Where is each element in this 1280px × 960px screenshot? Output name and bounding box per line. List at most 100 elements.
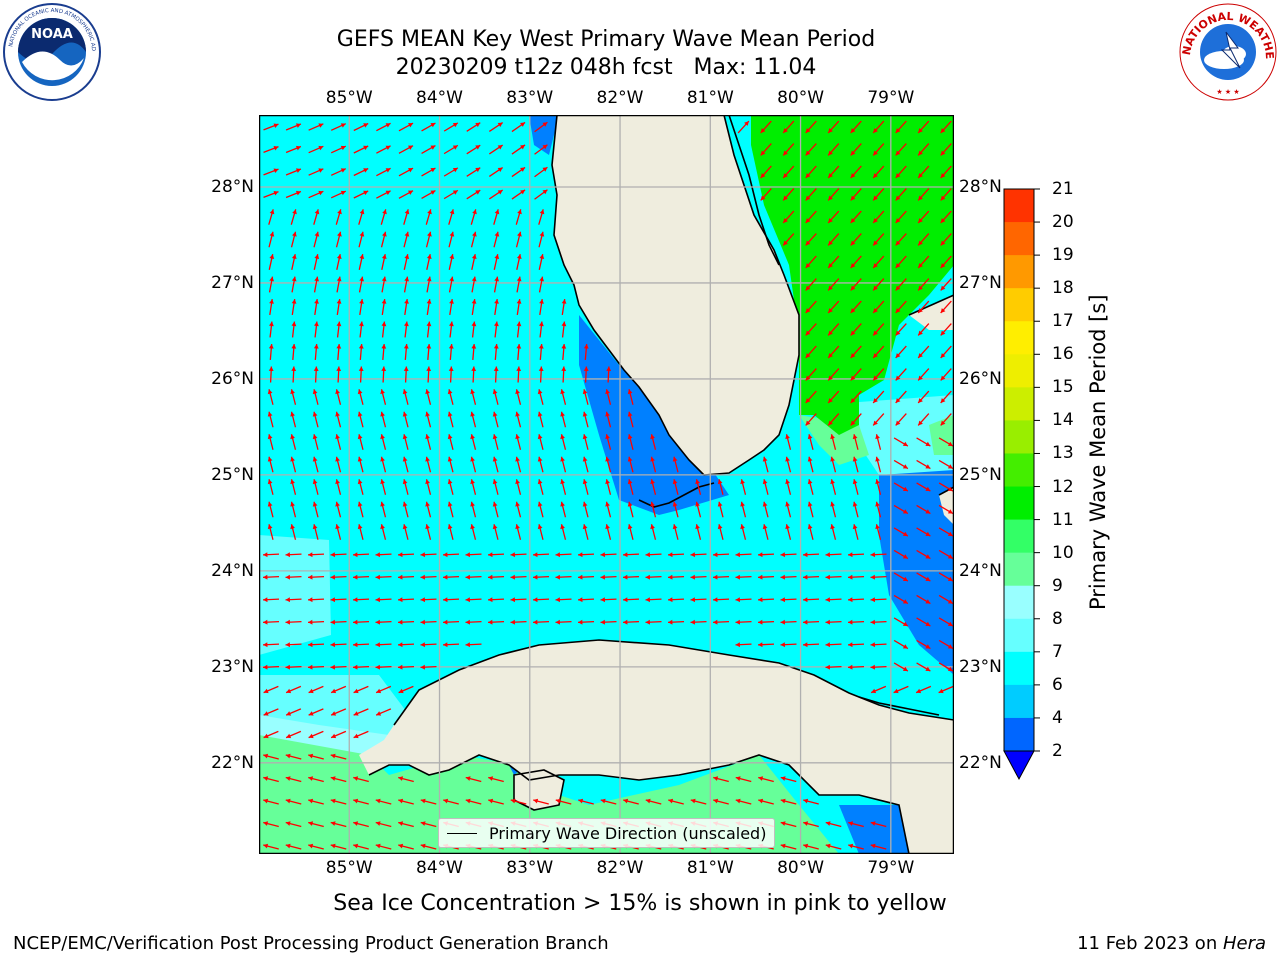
wave-direction-arrow bbox=[493, 366, 499, 383]
lat-tick-label-left: 28°N bbox=[211, 176, 254, 197]
wave-direction-arrow bbox=[938, 617, 954, 627]
wave-direction-arrow bbox=[757, 597, 775, 603]
wave-direction-arrow bbox=[893, 549, 909, 560]
colorbar-segment bbox=[1004, 486, 1034, 521]
colorbar-segment bbox=[1004, 453, 1034, 488]
wave-direction-arrow bbox=[938, 662, 954, 672]
wave-direction-arrow bbox=[560, 411, 567, 428]
wave-direction-arrow bbox=[872, 255, 885, 269]
wave-direction-arrow bbox=[465, 552, 482, 558]
wave-direction-arrow bbox=[645, 597, 662, 603]
wave-direction-arrow bbox=[510, 574, 527, 580]
colorbar-segment bbox=[1004, 552, 1034, 587]
wave-direction-arrow bbox=[872, 323, 885, 336]
colorbar-segment bbox=[1004, 420, 1034, 454]
wave-direction-arrow bbox=[938, 459, 954, 470]
wave-direction-arrow bbox=[895, 368, 907, 381]
wave-direction-arrow bbox=[312, 411, 319, 428]
wave-direction-arrow bbox=[380, 231, 387, 248]
wave-direction-arrow bbox=[560, 389, 567, 405]
wave-direction-arrow bbox=[532, 597, 550, 603]
wave-direction-arrow bbox=[872, 345, 885, 359]
wave-direction-arrow bbox=[488, 776, 504, 783]
wave-direction-arrow bbox=[872, 210, 885, 224]
wave-direction-arrow bbox=[380, 524, 387, 540]
wave-direction-arrow bbox=[487, 597, 505, 603]
wave-direction-arrow bbox=[916, 527, 931, 537]
wave-direction-arrow bbox=[938, 594, 954, 605]
wave-direction-arrow bbox=[313, 343, 319, 361]
wave-direction-arrow bbox=[359, 298, 364, 316]
wave-direction-arrow bbox=[555, 597, 572, 603]
wave-direction-arrow bbox=[352, 664, 370, 670]
wave-direction-arrow bbox=[740, 479, 747, 495]
wave-direction-arrow bbox=[803, 843, 819, 850]
lat-tick-label-right: 26°N bbox=[959, 368, 1002, 389]
lat-tick-label-right: 28°N bbox=[959, 176, 1002, 197]
wave-direction-arrow bbox=[426, 321, 432, 338]
wave-direction-arrow bbox=[782, 188, 795, 201]
wave-direction-arrow bbox=[805, 165, 817, 179]
wave-direction-arrow bbox=[420, 798, 437, 805]
wave-direction-arrow bbox=[492, 389, 499, 405]
wave-direction-arrow bbox=[447, 389, 454, 405]
wave-direction-arrow bbox=[895, 188, 907, 201]
wave-direction-arrow bbox=[398, 167, 414, 177]
wave-direction-arrow bbox=[916, 639, 931, 650]
wave-direction-arrow bbox=[717, 524, 724, 540]
lon-tick-label-top: 84°W bbox=[416, 88, 463, 108]
colorbar-segment bbox=[1004, 585, 1034, 620]
wave-direction-arrow bbox=[465, 597, 482, 603]
wave-direction-arrow bbox=[285, 730, 302, 739]
wave-direction-arrow bbox=[760, 120, 772, 134]
wave-direction-arrow bbox=[263, 168, 279, 176]
wave-direction-arrow bbox=[560, 524, 567, 540]
wave-direction-arrow bbox=[850, 210, 862, 224]
wave-direction-arrow bbox=[488, 144, 504, 155]
wave-direction-arrow bbox=[426, 366, 432, 383]
lat-tick-label-right: 27°N bbox=[959, 272, 1002, 293]
wave-direction-arrow bbox=[847, 597, 865, 603]
wave-direction-arrow bbox=[785, 524, 792, 540]
wave-direction-arrow bbox=[447, 524, 454, 540]
wave-direction-arrow bbox=[825, 574, 842, 580]
wave-direction-arrow bbox=[314, 321, 319, 338]
wave-direction-arrow bbox=[690, 597, 707, 603]
wave-direction-arrow bbox=[358, 366, 364, 383]
wave-direction-arrow bbox=[285, 708, 302, 716]
wave-direction-arrow bbox=[312, 456, 319, 473]
wave-direction-arrow bbox=[538, 231, 545, 248]
wave-direction-arrow bbox=[940, 233, 952, 246]
wave-direction-arrow bbox=[805, 390, 817, 404]
wave-direction-arrow bbox=[872, 278, 885, 291]
wave-direction-arrow bbox=[645, 619, 662, 625]
wave-direction-arrow bbox=[758, 776, 774, 783]
wave-direction-arrow bbox=[335, 231, 342, 248]
wave-direction-arrow bbox=[335, 209, 342, 225]
wave-direction-arrow bbox=[330, 574, 347, 580]
wave-direction-arrow bbox=[782, 165, 795, 179]
wave-direction-arrow bbox=[268, 366, 274, 383]
wave-direction-arrow bbox=[917, 120, 930, 134]
wave-direction-arrow bbox=[600, 552, 617, 558]
wave-direction-arrow bbox=[940, 323, 952, 336]
wave-direction-arrow bbox=[537, 524, 544, 540]
wave-direction-arrow bbox=[940, 165, 952, 179]
wave-direction-arrow bbox=[852, 456, 859, 473]
wave-direction-arrow bbox=[465, 574, 482, 580]
wave-direction-arrow bbox=[757, 619, 775, 625]
wave-direction-arrow bbox=[606, 366, 612, 383]
wave-direction-arrow bbox=[780, 552, 797, 558]
wave-direction-arrow bbox=[605, 524, 612, 540]
andros-land bbox=[939, 487, 954, 525]
wave-direction-arrow bbox=[353, 821, 369, 828]
wave-direction-arrow bbox=[330, 664, 347, 670]
wave-direction-arrow bbox=[267, 501, 274, 518]
wave-direction-arrow bbox=[312, 434, 319, 450]
wave-direction-arrow bbox=[780, 619, 797, 625]
wave-direction-arrow bbox=[487, 552, 505, 558]
wave-direction-arrow bbox=[847, 642, 865, 648]
wave-direction-arrow bbox=[493, 254, 500, 270]
wave-direction-arrow bbox=[375, 821, 392, 828]
wave-direction-arrow bbox=[330, 145, 347, 154]
